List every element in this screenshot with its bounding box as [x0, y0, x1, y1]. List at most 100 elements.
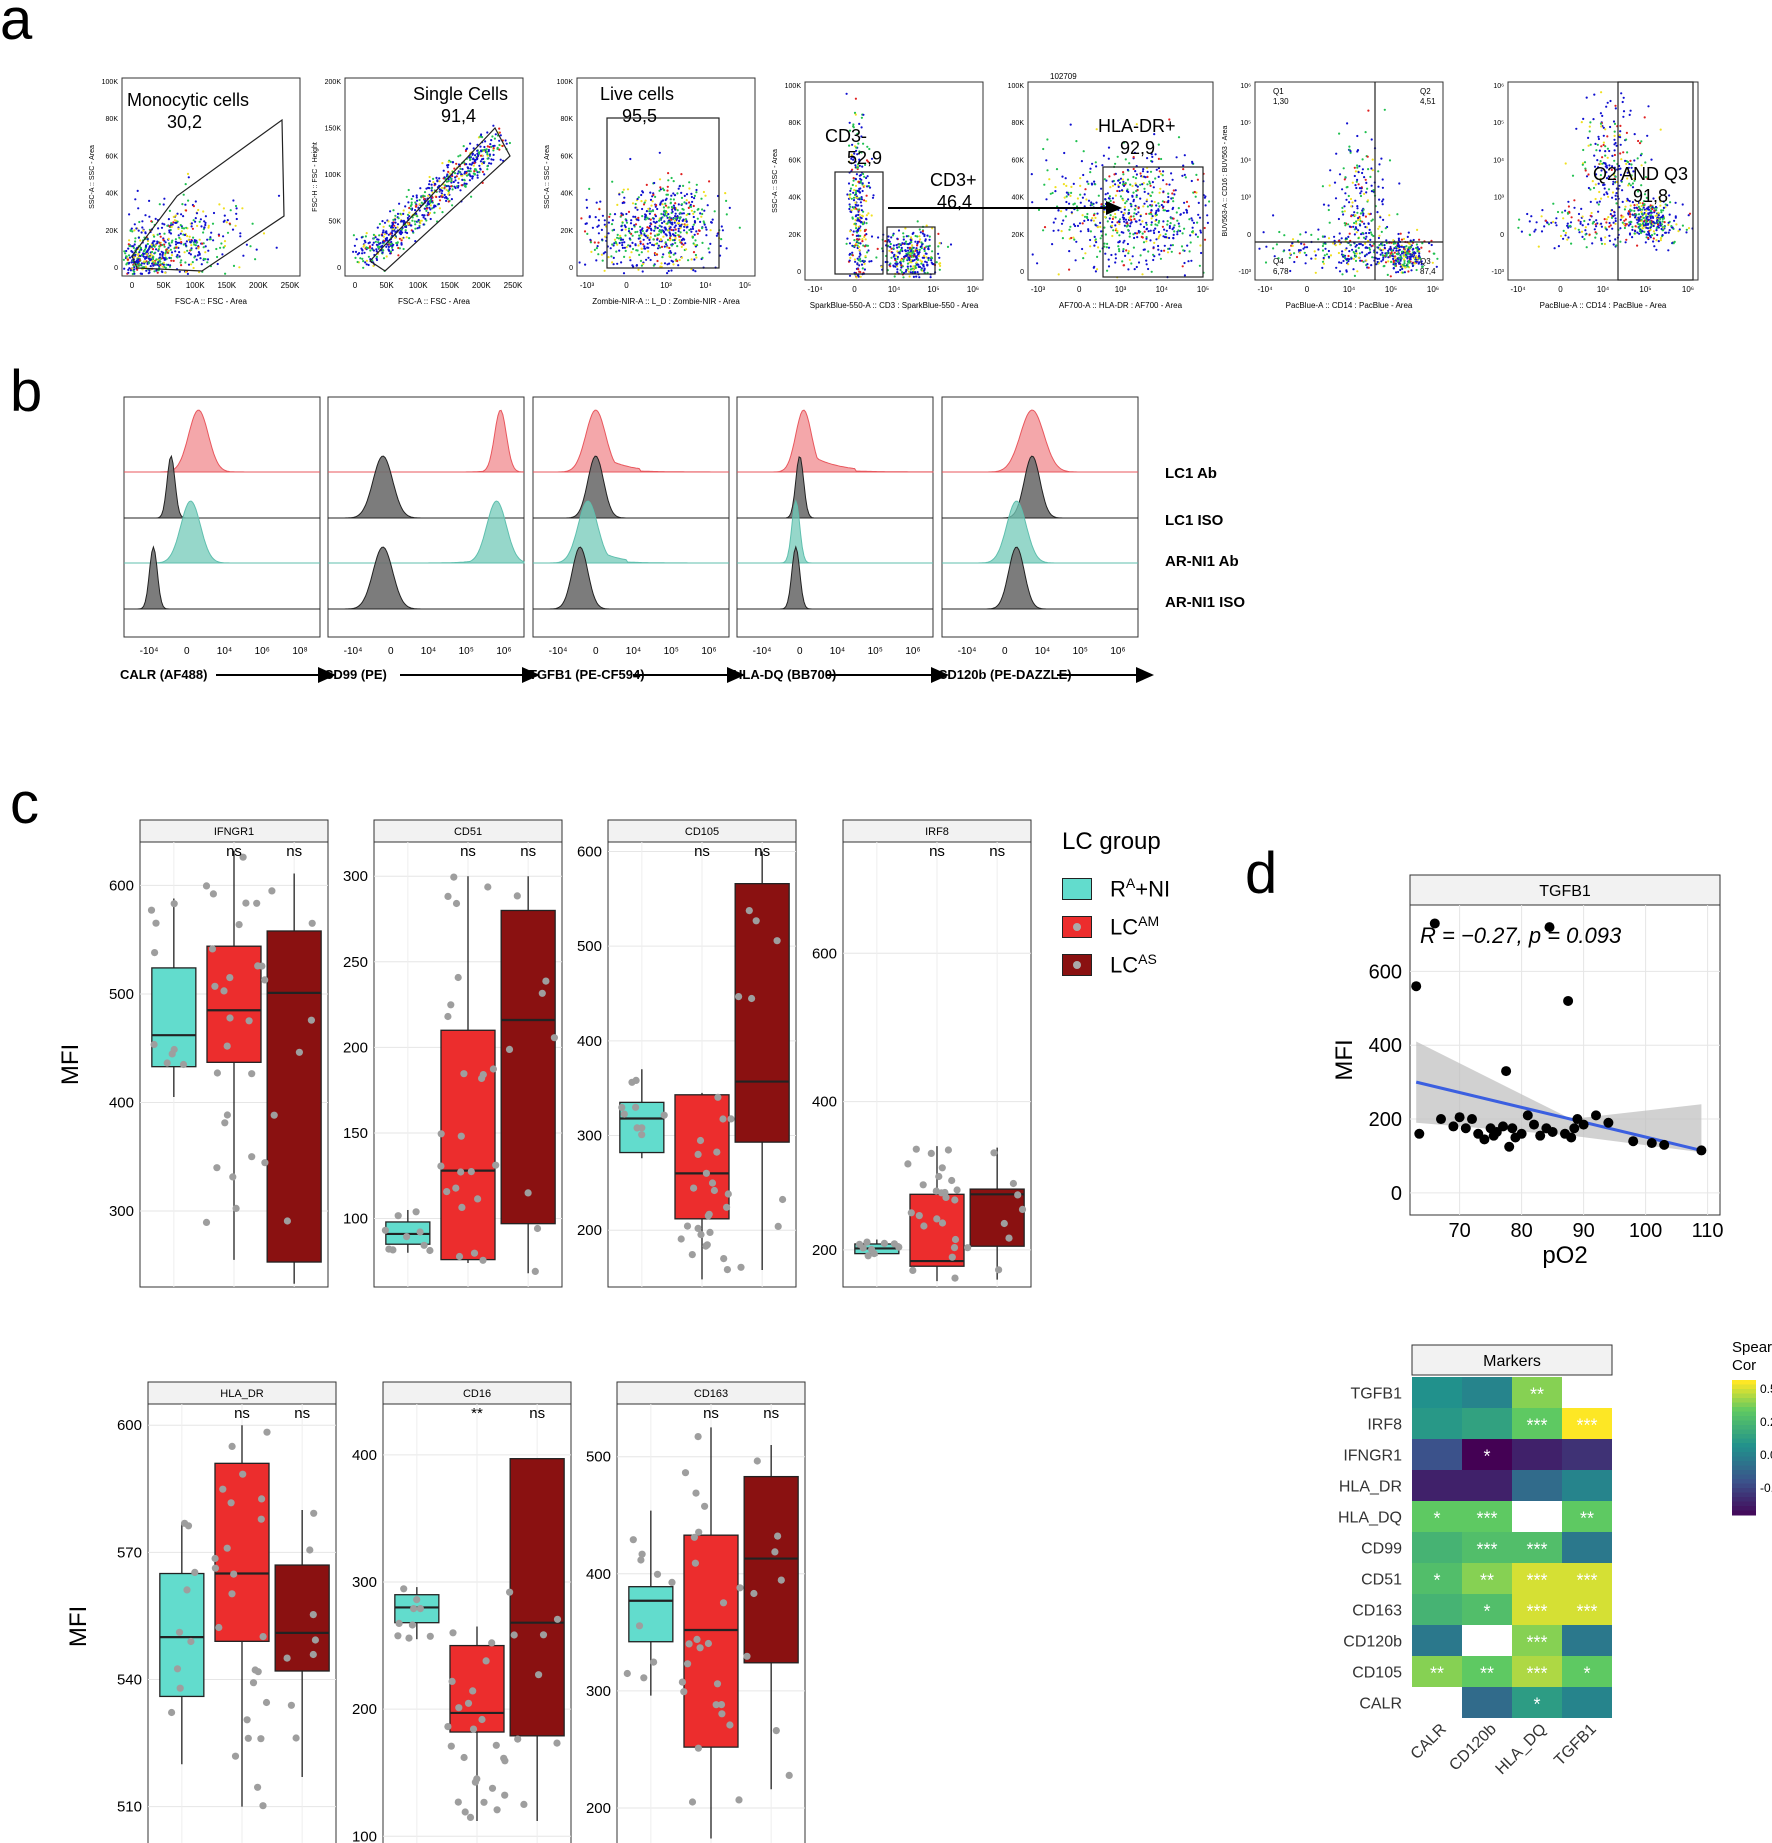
event-dot [165, 263, 168, 266]
event-dot [1168, 183, 1171, 186]
event-dot [852, 230, 855, 233]
event-dot [858, 238, 861, 241]
event-dot [1397, 242, 1400, 245]
event-dot [1584, 169, 1587, 172]
event-dot [631, 241, 634, 244]
event-dot [1158, 205, 1161, 208]
event-dot [628, 231, 631, 234]
event-dot [1606, 192, 1609, 195]
event-dot [1347, 254, 1350, 258]
event-dot [171, 239, 174, 242]
event-dot [139, 239, 142, 242]
event-dot [911, 251, 914, 254]
event-dot [1208, 200, 1211, 203]
event-dot [1597, 210, 1600, 213]
event-dot [1631, 182, 1634, 185]
event-dot [644, 218, 647, 221]
event-dot [1143, 230, 1146, 233]
event-dot [1594, 183, 1597, 186]
event-dot [1622, 110, 1626, 113]
event-dot [133, 272, 136, 275]
event-dot [663, 245, 666, 248]
event-dot [1614, 238, 1617, 241]
event-dot [1349, 239, 1352, 242]
x-tick-label: 50K [379, 281, 394, 290]
event-dot [1413, 262, 1417, 265]
event-dot [1580, 230, 1584, 233]
event-dot [218, 203, 221, 206]
event-dot [611, 219, 614, 222]
event-dot [179, 238, 182, 241]
event-dot [168, 265, 172, 268]
event-dot [1377, 246, 1380, 249]
event-dot [623, 255, 626, 258]
event-dot [1116, 229, 1119, 233]
flow-plot-4: -10⁴ 0 10⁴ 10⁵ 10⁶020K40K60K80K100KSparkBlue… [772, 81, 984, 310]
event-dot [1371, 218, 1374, 221]
event-dot [1629, 184, 1632, 187]
x-tick-label: 10⁴ [421, 646, 436, 657]
data-point [163, 1059, 171, 1067]
event-dot [1381, 254, 1384, 257]
event-dot [190, 225, 193, 228]
event-dot [1367, 212, 1370, 215]
event-dot [1137, 229, 1140, 233]
event-dot [917, 255, 921, 258]
event-dot [1620, 92, 1623, 95]
event-dot [363, 244, 366, 247]
event-dot [860, 126, 863, 129]
event-dot [1406, 257, 1409, 260]
event-dot [1397, 232, 1400, 236]
gate-label: Live cells [600, 84, 674, 104]
event-dot [1638, 207, 1642, 210]
event-dot [189, 253, 192, 256]
event-dot [1668, 213, 1671, 216]
event-dot [1602, 183, 1605, 186]
event-dot [395, 241, 398, 245]
event-dot [428, 187, 431, 190]
event-dot [877, 236, 880, 239]
event-dot [174, 250, 177, 253]
event-dot [1347, 223, 1350, 226]
event-dot [1610, 168, 1613, 171]
event-dot [1179, 229, 1182, 233]
event-dot [596, 245, 599, 248]
event-dot [372, 237, 375, 240]
event-dot [387, 220, 390, 223]
event-dot [1162, 190, 1165, 193]
event-dot [634, 215, 637, 218]
event-dot [154, 262, 157, 265]
event-dot [1402, 237, 1406, 240]
event-dot [696, 208, 699, 211]
event-dot [1327, 249, 1330, 253]
event-dot [196, 254, 199, 257]
event-dot [1204, 204, 1207, 207]
event-dot [1364, 178, 1367, 181]
event-dot [611, 229, 614, 232]
event-dot [1139, 197, 1142, 200]
event-dot [1086, 180, 1089, 183]
event-dot [685, 213, 688, 217]
event-dot [640, 251, 643, 254]
event-dot [1407, 270, 1410, 273]
data-point [447, 1001, 455, 1009]
event-dot [703, 223, 706, 226]
event-dot [1045, 159, 1048, 162]
x-tick-label: -10⁴ [1511, 285, 1527, 294]
event-dot [1361, 244, 1364, 247]
event-dot [1183, 261, 1186, 265]
event-dot [620, 212, 623, 215]
event-dot [908, 261, 911, 264]
event-dot [654, 205, 657, 208]
event-dot [1092, 214, 1096, 217]
event-dot [498, 131, 501, 134]
event-dot [492, 158, 495, 161]
histogram-legend-label: LC1 ISO [1165, 512, 1224, 529]
event-dot [408, 237, 411, 240]
event-dot [153, 240, 156, 243]
event-dot [663, 209, 666, 212]
event-dot [1633, 232, 1636, 235]
event-dot [691, 235, 695, 238]
event-dot [590, 250, 593, 253]
event-dot [1567, 236, 1570, 239]
